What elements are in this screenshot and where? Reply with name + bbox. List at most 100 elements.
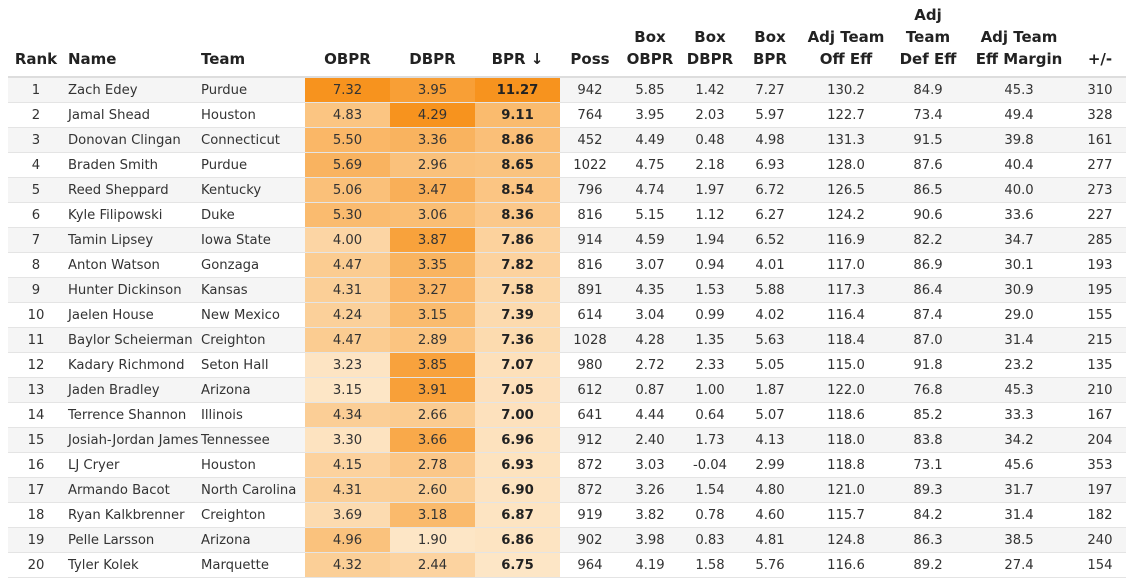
cell-dbpr: 3.36	[390, 127, 475, 153]
cell-plus-minus: 353	[1074, 452, 1126, 478]
cell-obpr: 4.31	[305, 477, 390, 503]
cell-dbpr: 3.95	[390, 77, 475, 103]
cell-box-dbpr: 1.73	[680, 427, 740, 453]
cell-box-obpr: 3.98	[620, 527, 680, 553]
header-team[interactable]: Team	[197, 0, 305, 78]
cell-adj-off-eff: 116.4	[800, 302, 892, 328]
table-row: 13 Jaden Bradley Arizona 3.15 3.91 7.05 612 0.8…	[8, 377, 1126, 403]
cell-adj-def-eff: 89.2	[892, 552, 964, 578]
cell-bpr: 9.11	[475, 102, 560, 128]
cell-bpr: 11.27	[475, 77, 560, 103]
cell-box-bpr: 1.87	[740, 377, 800, 403]
header-rank[interactable]: Rank	[8, 0, 64, 78]
header-poss[interactable]: Poss	[560, 0, 620, 78]
cell-plus-minus: 155	[1074, 302, 1126, 328]
cell-bpr: 7.39	[475, 302, 560, 328]
cell-bpr: 6.90	[475, 477, 560, 503]
header-row: Rank Name Team OBPR DBPR BPR ↓ Poss Box …	[8, 0, 1126, 78]
cell-poss: 872	[560, 477, 620, 503]
cell-name: Tyler Kolek	[64, 552, 197, 578]
cell-box-bpr: 5.07	[740, 402, 800, 428]
cell-dbpr: 2.60	[390, 477, 475, 503]
table-row: 5 Reed Sheppard Kentucky 5.06 3.47 8.54 796 4.7…	[8, 177, 1126, 203]
cell-box-bpr: 4.01	[740, 252, 800, 278]
cell-bpr: 6.96	[475, 427, 560, 453]
cell-plus-minus: 182	[1074, 502, 1126, 528]
cell-rank: 1	[8, 77, 64, 103]
cell-adj-eff-margin: 45.3	[964, 377, 1074, 403]
cell-name: Donovan Clingan	[64, 127, 197, 153]
cell-adj-off-eff: 116.6	[800, 552, 892, 578]
cell-adj-def-eff: 84.2	[892, 502, 964, 528]
table-row: 20 Tyler Kolek Marquette 4.32 2.44 6.75 964 4.1…	[8, 552, 1126, 578]
cell-adj-off-eff: 121.0	[800, 477, 892, 503]
cell-dbpr: 2.96	[390, 152, 475, 178]
cell-adj-eff-margin: 27.4	[964, 552, 1074, 578]
cell-box-dbpr: 0.83	[680, 527, 740, 553]
cell-name: LJ Cryer	[64, 452, 197, 478]
table-row: 8 Anton Watson Gonzaga 4.47 3.35 7.82 816 3.07 0…	[8, 252, 1126, 278]
cell-adj-off-eff: 115.7	[800, 502, 892, 528]
cell-box-dbpr: 0.48	[680, 127, 740, 153]
cell-adj-def-eff: 86.5	[892, 177, 964, 203]
cell-name: Jaelen House	[64, 302, 197, 328]
header-adj-def-eff[interactable]: Adj Team Def Eff	[892, 0, 964, 78]
cell-bpr: 7.00	[475, 402, 560, 428]
header-box-dbpr[interactable]: Box DBPR	[680, 0, 740, 78]
cell-box-bpr: 4.80	[740, 477, 800, 503]
cell-plus-minus: 154	[1074, 552, 1126, 578]
cell-team: Tennessee	[197, 427, 305, 453]
cell-team: Duke	[197, 202, 305, 228]
header-box-obpr[interactable]: Box OBPR	[620, 0, 680, 78]
cell-box-obpr: 3.04	[620, 302, 680, 328]
header-adj-off-eff[interactable]: Adj Team Off Eff	[800, 0, 892, 78]
cell-dbpr: 3.66	[390, 427, 475, 453]
cell-adj-eff-margin: 23.2	[964, 352, 1074, 378]
cell-name: Jamal Shead	[64, 102, 197, 128]
cell-name: Anton Watson	[64, 252, 197, 278]
cell-adj-off-eff: 124.8	[800, 527, 892, 553]
header-adj-eff-margin[interactable]: Adj Team Eff Margin	[964, 0, 1074, 78]
cell-dbpr: 3.85	[390, 352, 475, 378]
cell-rank: 12	[8, 352, 64, 378]
cell-dbpr: 4.29	[390, 102, 475, 128]
header-bpr-sorted[interactable]: BPR ↓	[475, 0, 560, 78]
cell-obpr: 5.50	[305, 127, 390, 153]
header-dbpr[interactable]: DBPR	[390, 0, 475, 78]
cell-box-obpr: 2.72	[620, 352, 680, 378]
table-row: 12 Kadary Richmond Seton Hall 3.23 3.85 7.07 9…	[8, 352, 1126, 378]
cell-name: Reed Sheppard	[64, 177, 197, 203]
cell-team: New Mexico	[197, 302, 305, 328]
cell-adj-eff-margin: 49.4	[964, 102, 1074, 128]
cell-adj-eff-margin: 30.1	[964, 252, 1074, 278]
table-row: 19 Pelle Larsson Arizona 4.96 1.90 6.86 902 3.9…	[8, 527, 1126, 553]
cell-adj-off-eff: 122.0	[800, 377, 892, 403]
cell-box-obpr: 3.07	[620, 252, 680, 278]
cell-box-dbpr: 2.03	[680, 102, 740, 128]
header-name[interactable]: Name	[64, 0, 197, 78]
cell-adj-off-eff: 118.6	[800, 402, 892, 428]
cell-bpr: 6.93	[475, 452, 560, 478]
cell-adj-def-eff: 89.3	[892, 477, 964, 503]
cell-dbpr: 1.90	[390, 527, 475, 553]
cell-adj-off-eff: 117.0	[800, 252, 892, 278]
table-row: 3 Donovan Clingan Connecticut 5.50 3.36 8.86 4…	[8, 127, 1126, 153]
cell-box-dbpr: 1.35	[680, 327, 740, 353]
cell-box-obpr: 3.26	[620, 477, 680, 503]
cell-obpr: 3.30	[305, 427, 390, 453]
cell-dbpr: 3.15	[390, 302, 475, 328]
cell-plus-minus: 277	[1074, 152, 1126, 178]
cell-name: Josiah-Jordan James	[64, 427, 198, 453]
header-box-bpr[interactable]: Box BPR	[740, 0, 800, 78]
cell-adj-eff-margin: 40.0	[964, 177, 1074, 203]
cell-name: Pelle Larsson	[64, 527, 197, 553]
cell-box-obpr: 3.03	[620, 452, 680, 478]
cell-poss: 914	[560, 227, 620, 253]
cell-adj-def-eff: 84.9	[892, 77, 964, 103]
header-plus-minus[interactable]: +/-	[1074, 0, 1126, 78]
cell-team: North Carolina	[197, 477, 305, 503]
cell-box-dbpr: 0.94	[680, 252, 740, 278]
header-obpr[interactable]: OBPR	[305, 0, 390, 78]
cell-rank: 7	[8, 227, 64, 253]
cell-box-bpr: 4.13	[740, 427, 800, 453]
